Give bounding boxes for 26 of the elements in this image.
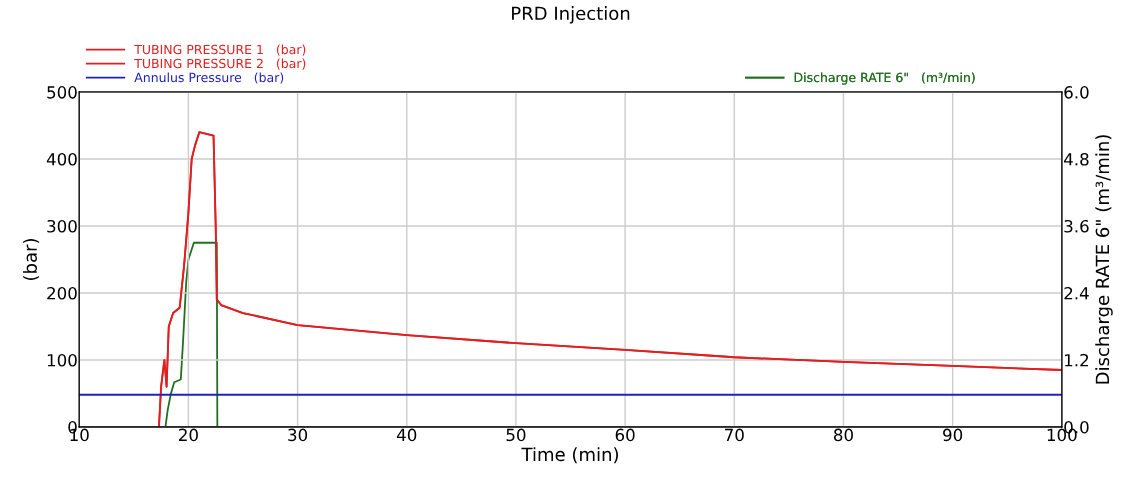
y2-tick-label: 4.8 xyxy=(1064,152,1089,166)
x-tick-label: 30 xyxy=(288,428,308,442)
x-axis-title: Time (min) xyxy=(521,447,619,464)
x-tick-label: 20 xyxy=(179,428,198,442)
y-tick-label: 500 xyxy=(47,86,77,99)
y-tick-label: 100 xyxy=(47,353,77,367)
x-tick-label: 70 xyxy=(725,428,744,442)
y2-tick-label: 2.4 xyxy=(1064,286,1089,300)
y-tick-label: 300 xyxy=(47,219,77,233)
y-tick-label: 200 xyxy=(47,286,77,300)
y2-tick-label: 6.0 xyxy=(1064,86,1089,99)
legend-label: Annulus Pressure (bar) xyxy=(134,72,284,84)
y2-tick-label: 3.6 xyxy=(1064,219,1089,233)
x-tick-label: 80 xyxy=(833,428,853,442)
legend-label: TUBING PRESSURE 1 (bar) xyxy=(134,44,306,56)
y-axis-title: (bar) xyxy=(23,239,40,280)
y2-tick-label: 1.2 xyxy=(1065,353,1089,367)
chart-title: PRD Injection xyxy=(512,6,630,24)
y2-axis-title: Discharge RATE 6" (m³/min) xyxy=(1095,135,1113,384)
y-tick-label: 400 xyxy=(46,152,77,166)
x-tick-label: 40 xyxy=(396,428,417,442)
x-tick-label: 50 xyxy=(506,428,526,442)
legend-label: Discharge RATE 6" (m³/min) xyxy=(794,72,975,85)
x-tick-label: 90 xyxy=(943,428,963,442)
legend-label: TUBING PRESSURE 2 (bar) xyxy=(134,58,306,70)
x-tick-label: 60 xyxy=(615,428,635,442)
